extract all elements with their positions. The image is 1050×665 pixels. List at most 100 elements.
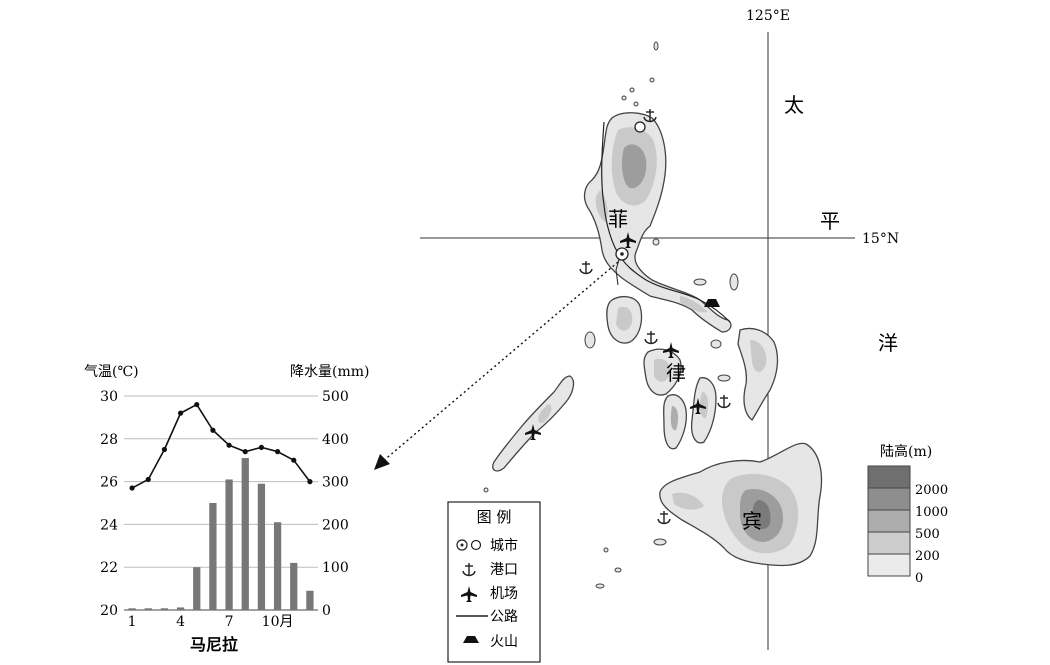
airport-icon: [690, 398, 706, 414]
legend-label-volcano: 火山: [490, 634, 518, 650]
elevation-swatch-2000: [867, 465, 911, 489]
chart-bar: [290, 562, 298, 610]
ocean-label-char-2: 平: [820, 209, 840, 233]
island-leyte: [690, 377, 717, 444]
port-icons: [579, 109, 731, 525]
chart-x-tick-label: 7: [225, 614, 234, 630]
chart-temperature-line: [129, 401, 313, 491]
pointer-arrowhead: [374, 454, 390, 470]
legend-label-airport: 机场: [490, 586, 518, 602]
legend-item-airport: 机场: [461, 586, 518, 602]
chart-right-tick-label: 500: [322, 389, 349, 405]
small-islands: [483, 41, 739, 589]
latitude-label: 15°N: [862, 231, 899, 247]
chart-bar: [176, 607, 185, 610]
chart-right-tick-label: 400: [322, 432, 349, 448]
port-icon: [717, 395, 731, 409]
airport-icon: [461, 586, 477, 602]
chart-precipitation-bars: [128, 458, 314, 610]
chart-bar: [241, 458, 249, 610]
legend-label-port: 港口: [490, 562, 518, 578]
chart-left-ticks: 20 22 24 26 28 30: [100, 389, 118, 619]
airport-icons: [525, 232, 706, 440]
elevation-swatch-1000: [867, 487, 911, 511]
chart-point: [274, 449, 281, 455]
chart-grid: [124, 395, 318, 611]
elevation-level-0: 0: [915, 571, 923, 586]
chart-bar: [193, 567, 201, 610]
legend-title: 图 例: [477, 508, 512, 526]
chart-point: [177, 410, 184, 416]
chart-point: [129, 485, 135, 491]
elevation-swatch-200: [867, 531, 911, 555]
legend-item-port: 港口: [462, 562, 518, 578]
road-luzon-north: [615, 255, 621, 286]
port-icon: [657, 511, 671, 525]
chart-bar: [209, 503, 217, 610]
airport-icon: [620, 232, 636, 248]
longitude-label: 125°E: [746, 8, 790, 24]
chart-bar: [306, 590, 314, 610]
country-label-char-2: 律: [666, 361, 686, 385]
chart-point: [307, 479, 313, 485]
chart-right-tick-label: 0: [322, 603, 331, 619]
chart-left-tick-label: 30: [100, 389, 118, 405]
legend-item-city: 城市: [456, 537, 518, 554]
chart-point: [226, 442, 232, 448]
ocean-label-char-3: 洋: [878, 331, 898, 355]
chart-title: 马尼拉: [190, 635, 238, 654]
elevation-legend: 陆高(m) 2000 1000 500 200 0: [867, 443, 948, 586]
chart-x-tick-label: 4: [176, 614, 185, 630]
chart-bar: [160, 608, 169, 610]
chart-bar: [144, 608, 152, 610]
elevation-level-1000: 1000: [915, 505, 948, 520]
volcano-icon: [463, 636, 479, 643]
island-mindanao: [659, 442, 823, 567]
climate-chart: 气温(℃) 降水量(mm) 20 22 24 26 28 30 0 100 200 300 400…: [84, 364, 369, 654]
chart-right-tick-label: 100: [322, 560, 349, 576]
elevation-level-200: 200: [915, 549, 940, 564]
port-icon: [644, 331, 658, 345]
legend-item-volcano: 火山: [463, 634, 518, 650]
island-luzon: [583, 112, 732, 333]
chart-x-ticks: 1 4 7 10月: [128, 614, 294, 630]
chart-x-tick-label: 1: [128, 614, 137, 630]
city-manila-icon: [615, 247, 629, 261]
map: 125°E 15°N: [374, 8, 899, 650]
chart-left-axis-label: 气温(℃): [84, 364, 139, 380]
chart-point: [242, 449, 248, 455]
island-panay: [643, 348, 682, 396]
island-negros: [663, 394, 688, 450]
country-label-char-3: 宾: [742, 509, 762, 533]
country-label-char-1: 菲: [608, 207, 628, 231]
chart-left-tick-label: 22: [100, 560, 118, 576]
volcano-icon: [704, 299, 720, 307]
airport-icon: [525, 424, 541, 440]
chart-right-tick-label: 200: [322, 517, 349, 533]
chart-point: [258, 444, 265, 450]
airport-icon: [663, 342, 679, 358]
elevation-level-500: 500: [915, 527, 940, 542]
elevation-swatch-0: [867, 553, 911, 577]
chart-left-tick-label: 20: [100, 603, 118, 619]
chart-bar: [257, 483, 266, 610]
legend-item-road: 公路: [456, 609, 518, 625]
chart-bar: [225, 479, 233, 610]
chart-bar: [273, 522, 282, 610]
road-luzon: [601, 121, 731, 323]
city-icon: [470, 539, 482, 551]
port-icon: [643, 109, 657, 123]
map-legend: 图 例 城市 港口 机场 公路 火山: [447, 501, 541, 663]
chart-point: [194, 401, 200, 408]
ocean-label-char-1: 太: [784, 93, 804, 117]
chart-point: [145, 476, 151, 483]
chart-right-tick-label: 300: [322, 475, 349, 491]
pointer-dotted-line: [381, 261, 619, 463]
chart-bar: [128, 608, 136, 610]
island-palawan: [492, 375, 575, 472]
island-mindoro: [606, 295, 643, 344]
port-icon: [579, 261, 593, 275]
island-samar: [737, 327, 779, 421]
chart-x-tick-label: 10月: [262, 614, 294, 630]
